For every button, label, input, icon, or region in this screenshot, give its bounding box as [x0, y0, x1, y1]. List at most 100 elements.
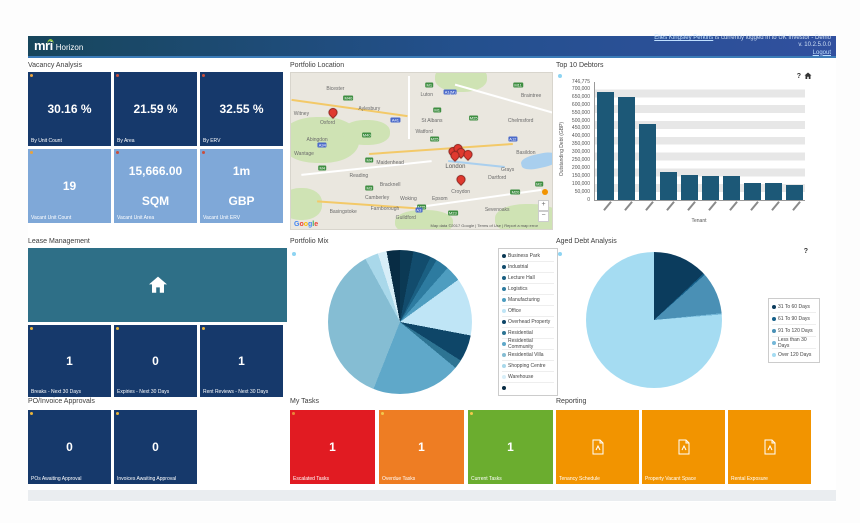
- tile-status-dot: [292, 412, 295, 415]
- tile-value: 21.59 %: [133, 102, 178, 116]
- filter-dot-icon[interactable]: [558, 252, 562, 256]
- tile-pos-awaiting-approval[interactable]: 0 POs Awaiting Approval: [28, 410, 111, 484]
- legend-item[interactable]: Residential Villa: [502, 350, 554, 361]
- tile-vacancy-by-unit-count[interactable]: 30.16 % By Unit Count: [28, 72, 111, 146]
- map-canvas[interactable]: Google Map data ©2017 Google | Terms of …: [290, 72, 553, 230]
- home-icon[interactable]: [804, 72, 812, 80]
- tile-status-dot: [30, 412, 33, 415]
- lease-home-tile[interactable]: [28, 248, 287, 322]
- map-town-label: Witney: [293, 110, 310, 117]
- map-town-label: Braintree: [520, 93, 542, 100]
- legend-item[interactable]: Residential Community: [502, 338, 554, 350]
- legend-item[interactable]: 31 To 60 Days: [772, 301, 816, 313]
- legend-item[interactable]: Manufacturing: [502, 295, 554, 306]
- legend-item[interactable]: Less than 30 Days: [772, 337, 816, 349]
- legend-item[interactable]: Logistics: [502, 284, 554, 295]
- debtor-bar[interactable]: [786, 185, 803, 200]
- reporting-tiles: Tenancy Schedule Property Vacant Space R…: [556, 410, 812, 484]
- tile-label: Vacant Unit Area: [117, 215, 155, 221]
- map-pin-icon[interactable]: [454, 172, 468, 186]
- bar-slot: [637, 82, 658, 200]
- tile-vacancy-by-area[interactable]: 21.59 % By Area: [114, 72, 197, 146]
- panel-title: My Tasks: [290, 398, 320, 405]
- tile-status-dot: [202, 74, 205, 77]
- tile-vacant-unit-area[interactable]: 15,666.00 SQM Vacant Unit Area: [114, 149, 197, 223]
- tile-invoices-awaiting-approval[interactable]: 0 Invoices Awaiting Approval: [114, 410, 197, 484]
- debtor-bar[interactable]: [723, 176, 740, 200]
- map-road-badge: A3: [415, 207, 423, 213]
- filter-dot-icon[interactable]: [558, 74, 562, 78]
- tile-report-property-vacant-space[interactable]: Property Vacant Space: [642, 410, 725, 484]
- tile-breaks-next-30-days[interactable]: 1 Breaks - Next 30 Days: [28, 325, 111, 397]
- y-tick-label: 550,000: [571, 109, 590, 116]
- aged-debt-pie[interactable]: [586, 252, 722, 388]
- tile-rent-reviews-next-30-days[interactable]: 1 Rent Reviews - Next 30 Days: [200, 325, 283, 397]
- y-tick-label: 746,775: [571, 78, 590, 85]
- help-icon[interactable]: ?: [796, 72, 801, 80]
- tile-report-rental-exposure[interactable]: Rental Exposure: [728, 410, 811, 484]
- panel-actions: ?: [797, 72, 812, 80]
- debtor-bar[interactable]: [681, 174, 698, 200]
- map-town-label: London: [445, 163, 466, 170]
- debtor-bar[interactable]: [639, 124, 656, 200]
- map-road-badge: A34: [317, 142, 327, 148]
- legend-swatch: [502, 364, 506, 368]
- tile-vacant-unit-erv[interactable]: 1m GBP Vacant Unit ERV: [200, 149, 283, 223]
- tile-label: Current Tasks: [471, 476, 502, 482]
- map-pegman-control[interactable]: [542, 189, 548, 195]
- tile-value: 30.16 %: [47, 102, 92, 116]
- debtor-bar[interactable]: [744, 182, 761, 200]
- legend-item[interactable]: [502, 383, 554, 393]
- tile-overdue-tasks[interactable]: 1 Overdue Tasks: [379, 410, 464, 484]
- debtors-yticks: 0 50,000 100,000 150,000 200,000 250,000 300,0…: [564, 78, 592, 203]
- map-road-badge: A41: [390, 117, 400, 123]
- tile-value: 0: [152, 440, 159, 454]
- legend-item[interactable]: Overhead Property: [502, 317, 554, 328]
- debtor-bar[interactable]: [660, 171, 677, 200]
- legend-item[interactable]: Office: [502, 306, 554, 317]
- map-road-badge: M1: [425, 82, 434, 88]
- help-icon[interactable]: ?: [803, 248, 808, 255]
- map-attribution[interactable]: Map data ©2017 Google | Terms of Use | R…: [430, 223, 538, 228]
- legend-item[interactable]: 61 To 90 Days: [772, 313, 816, 325]
- panel-title: Vacancy Analysis: [28, 62, 82, 69]
- legend-swatch: [502, 320, 506, 324]
- legend-label: Office: [508, 308, 521, 314]
- pdf-file-icon: [592, 439, 603, 455]
- mri-logo[interactable]: mri: [34, 36, 54, 56]
- user-link[interactable]: Elles Kingsley Perkins: [654, 35, 714, 42]
- tile-report-tenancy-schedule[interactable]: Tenancy Schedule: [556, 410, 639, 484]
- legend-item[interactable]: Industrial: [502, 262, 554, 273]
- map-zoom-out-button[interactable]: −: [538, 211, 549, 222]
- filter-dot-icon[interactable]: [292, 252, 296, 256]
- tile-expiries-next-30-days[interactable]: 0 Expiries - Next 30 Days: [114, 325, 197, 397]
- debtor-bar[interactable]: [597, 91, 614, 200]
- y-tick-label: 250,000: [571, 157, 590, 163]
- x-tick-label: [699, 201, 720, 218]
- legend-item[interactable]: Residential: [502, 328, 554, 339]
- tile-vacant-unit-count[interactable]: 19 Vacant Unit Count: [28, 149, 111, 223]
- debtor-bar[interactable]: [765, 182, 782, 200]
- portfolio-mix-pie[interactable]: [328, 250, 472, 394]
- logout-link[interactable]: Logout: [812, 49, 831, 56]
- legend-item[interactable]: Shopping Centre: [502, 361, 554, 372]
- map-town-label: Watford: [415, 129, 433, 136]
- debtor-bar[interactable]: [618, 96, 635, 200]
- map-road-badge: M25: [429, 136, 440, 142]
- tile-current-tasks[interactable]: 1 Current Tasks: [468, 410, 553, 484]
- legend-item[interactable]: Over 120 Days: [772, 349, 816, 360]
- legend-item[interactable]: Business Park: [502, 251, 554, 262]
- tile-escalated-tasks[interactable]: 1 Escalated Tasks: [290, 410, 375, 484]
- legend-item[interactable]: Warehouse: [502, 372, 554, 383]
- map-zoom-in-button[interactable]: +: [538, 200, 549, 211]
- task-tiles: 1 Escalated Tasks 1 Overdue Tasks 1 Curr…: [290, 410, 553, 484]
- google-logo[interactable]: Google: [294, 221, 318, 228]
- legend-item[interactable]: Lecture Hall: [502, 273, 554, 284]
- debtor-bar[interactable]: [702, 175, 719, 200]
- google-logo-letter: e: [314, 221, 319, 228]
- google-logo-letter: o: [303, 221, 309, 228]
- legend-label: Logistics: [508, 286, 528, 292]
- legend-item[interactable]: 91 To 120 Days: [772, 325, 816, 337]
- map-town-label: Bracknell: [379, 182, 401, 189]
- tile-vacancy-by-erv[interactable]: 32.55 % By ERV: [200, 72, 283, 146]
